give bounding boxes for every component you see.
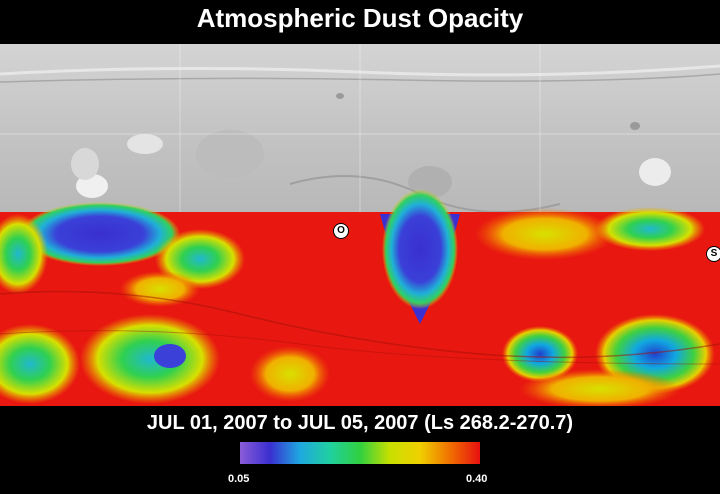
map-title: Atmospheric Dust Opacity [196,3,524,33]
opacity-field [0,189,720,406]
map-marker-s: S [706,246,720,262]
colorbar-max-label: 0.40 [466,473,488,485]
dust-opacity-map: O S [0,44,720,406]
map-graphic [0,44,720,406]
date-range-label: JUL 01, 2007 to JUL 05, 2007 (Ls 268.2-2… [146,412,574,434]
colorbar-fill [240,442,480,464]
colorbar [240,442,480,464]
map-marker-o: O [333,223,349,239]
colorbar-min-label: 0.05 [228,473,250,485]
